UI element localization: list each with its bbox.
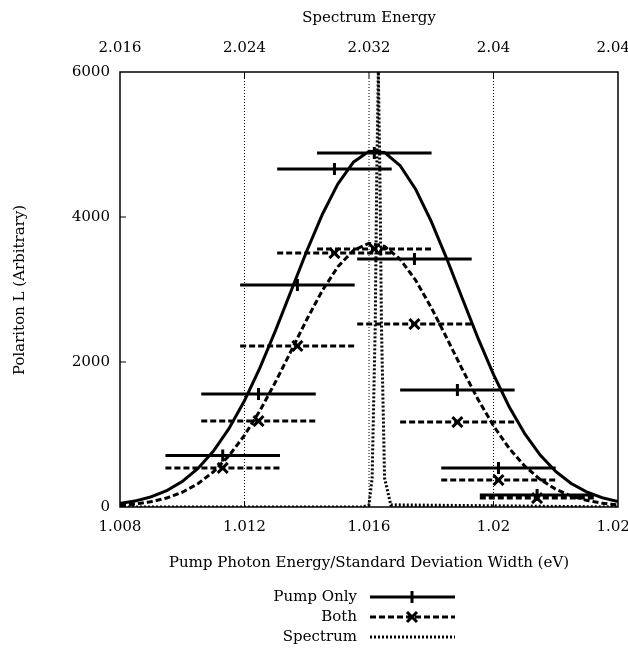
x2-tick-label: 2.04 xyxy=(477,38,510,56)
legend-label: Spectrum xyxy=(283,627,357,645)
curve xyxy=(120,72,618,507)
y-tick-label: 4000 xyxy=(72,207,110,225)
point-marker xyxy=(531,491,544,505)
x2-tick-label: 2.016 xyxy=(99,38,142,56)
top-axis-title: Spectrum Energy xyxy=(302,8,436,26)
plot-area xyxy=(120,72,618,507)
curve xyxy=(120,241,618,507)
legend-label: Both xyxy=(321,607,357,625)
x-tick-label: 1.02 xyxy=(477,517,510,535)
x2-tick-label: 2.048 xyxy=(597,38,628,56)
point-marker xyxy=(252,414,265,428)
point-marker xyxy=(216,461,229,475)
x-tick-label: 1.016 xyxy=(348,517,391,535)
point-marker xyxy=(492,473,505,487)
x2-tick-label: 2.032 xyxy=(348,38,391,56)
y-axis-label: Polariton L (Arbitrary) xyxy=(10,205,28,375)
point-marker xyxy=(291,339,304,353)
x-tick-label: 1.008 xyxy=(99,517,142,535)
x-axis-label: Pump Photon Energy/Standard Deviation Wi… xyxy=(169,553,569,571)
point-marker xyxy=(451,415,464,429)
point-marker xyxy=(368,242,381,256)
legend-label: Pump Only xyxy=(273,587,357,605)
x2-tick-label: 2.024 xyxy=(223,38,266,56)
legend-marker xyxy=(405,610,419,624)
x-tick-label: 1.012 xyxy=(223,517,266,535)
y-tick-label: 2000 xyxy=(72,352,110,370)
point-marker xyxy=(408,317,421,331)
curve xyxy=(120,149,618,505)
x-tick-label: 1.024 xyxy=(597,517,628,535)
y-tick-label: 6000 xyxy=(72,62,110,80)
y-tick-label: 0 xyxy=(100,497,110,515)
